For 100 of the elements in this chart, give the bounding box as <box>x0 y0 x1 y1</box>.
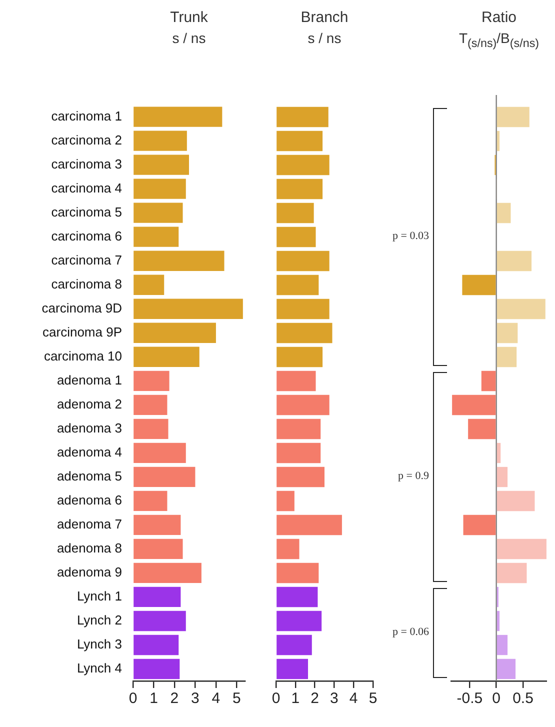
bar <box>134 130 187 151</box>
x-tick-label: -0.5 <box>456 690 483 708</box>
bar <box>276 346 323 368</box>
y-tick-label: Lynch 4 <box>76 660 122 676</box>
bar <box>134 466 196 488</box>
chart-title: Branch <box>300 8 350 28</box>
bar <box>134 658 180 680</box>
bar <box>276 154 330 176</box>
bar <box>468 418 496 440</box>
bar <box>276 250 330 272</box>
y-tick-label: carcinoma 4 <box>51 180 122 196</box>
bar <box>276 130 323 152</box>
bar <box>496 610 500 632</box>
bar <box>276 274 319 296</box>
x-tick-label: 1 <box>291 690 300 708</box>
bar <box>276 658 308 680</box>
bar <box>276 106 328 128</box>
y-tick-label: carcinoma 5 <box>51 204 122 220</box>
bar <box>276 466 324 488</box>
x-tick-label: 0 <box>492 690 501 708</box>
x-tick-label: 2 <box>310 690 319 708</box>
bar <box>276 394 330 416</box>
bar <box>134 562 202 584</box>
chart-title: Ratio <box>480 8 518 28</box>
x-tick-label: 3 <box>191 690 200 708</box>
y-tick-label: adenoma 3 <box>56 420 122 436</box>
bar <box>496 250 532 272</box>
bar <box>134 490 168 512</box>
bar <box>496 442 501 464</box>
bar <box>276 562 319 584</box>
x-tick-label: 3 <box>330 690 338 708</box>
text: p = 0.03 <box>392 230 429 242</box>
bar <box>134 394 168 415</box>
bar <box>134 418 168 439</box>
bar <box>134 106 222 127</box>
bar <box>276 634 312 656</box>
text: p = 0.9 <box>398 470 429 482</box>
bar <box>496 202 511 224</box>
bar <box>134 154 189 175</box>
x-tick-label: 4 <box>212 690 220 708</box>
y-tick-label: carcinoma 1 <box>51 108 122 124</box>
y-tick-label: adenoma 7 <box>56 516 122 532</box>
bar <box>496 346 517 368</box>
chart-subtitle: s / ns <box>306 29 342 48</box>
y-tick-label: carcinoma 9P <box>42 324 122 340</box>
x-tick-label: 5 <box>232 690 241 708</box>
y-tick-label: adenoma 5 <box>56 468 122 484</box>
bar <box>496 106 530 128</box>
y-tick-label: adenoma 1 <box>56 372 122 388</box>
x-tick-label: 1 <box>150 690 158 708</box>
chart-title: Trunk <box>169 8 209 28</box>
bar <box>496 466 508 488</box>
bar <box>134 202 183 223</box>
bar <box>134 538 183 560</box>
y-tick-label: carcinoma 10 <box>44 348 122 364</box>
bar <box>276 226 316 248</box>
bar <box>496 562 527 584</box>
bar <box>496 658 516 680</box>
bar <box>496 130 500 152</box>
bar <box>276 586 318 608</box>
bar <box>134 322 216 343</box>
bar <box>276 418 321 440</box>
y-tick-label: carcinoma 7 <box>51 252 122 268</box>
y-tick-label: adenoma 9 <box>56 564 122 580</box>
bar <box>276 514 342 536</box>
bar <box>496 322 518 344</box>
bar <box>481 370 496 392</box>
bar <box>276 322 332 344</box>
bar <box>134 250 224 271</box>
bar <box>134 586 181 608</box>
y-tick-label: Lynch 1 <box>76 588 122 604</box>
chart-subtitle: T$_{(s/ns)}$/B$_{(s/ns)}$ <box>458 29 540 52</box>
x-tick-label: 0 <box>272 690 280 708</box>
x-tick-label: 5 <box>368 690 378 708</box>
bar <box>276 202 314 224</box>
bar <box>496 298 546 320</box>
y-tick-label: Lynch 2 <box>76 612 122 628</box>
y-tick-label: carcinoma 8 <box>51 276 122 292</box>
bar <box>134 178 186 199</box>
bar <box>134 610 186 632</box>
bar <box>276 298 330 320</box>
bar <box>496 490 535 512</box>
bar <box>276 370 316 392</box>
bar <box>496 538 546 560</box>
bar <box>276 178 323 200</box>
bar <box>134 274 164 295</box>
x-tick-label: 0.5 <box>512 690 534 708</box>
bar <box>276 610 322 632</box>
bar <box>134 346 200 367</box>
y-tick-label: Lynch 3 <box>76 636 122 652</box>
bar <box>452 394 496 416</box>
bar <box>134 514 181 536</box>
x-tick-label: 2 <box>170 690 179 708</box>
y-tick-label: carcinoma 9D <box>42 300 122 316</box>
y-tick-label: adenoma 2 <box>56 396 122 412</box>
bar <box>496 634 508 656</box>
y-tick-label: carcinoma 3 <box>51 156 122 172</box>
bar <box>462 274 496 296</box>
y-tick-label: adenoma 6 <box>56 492 122 508</box>
bar <box>134 226 179 247</box>
